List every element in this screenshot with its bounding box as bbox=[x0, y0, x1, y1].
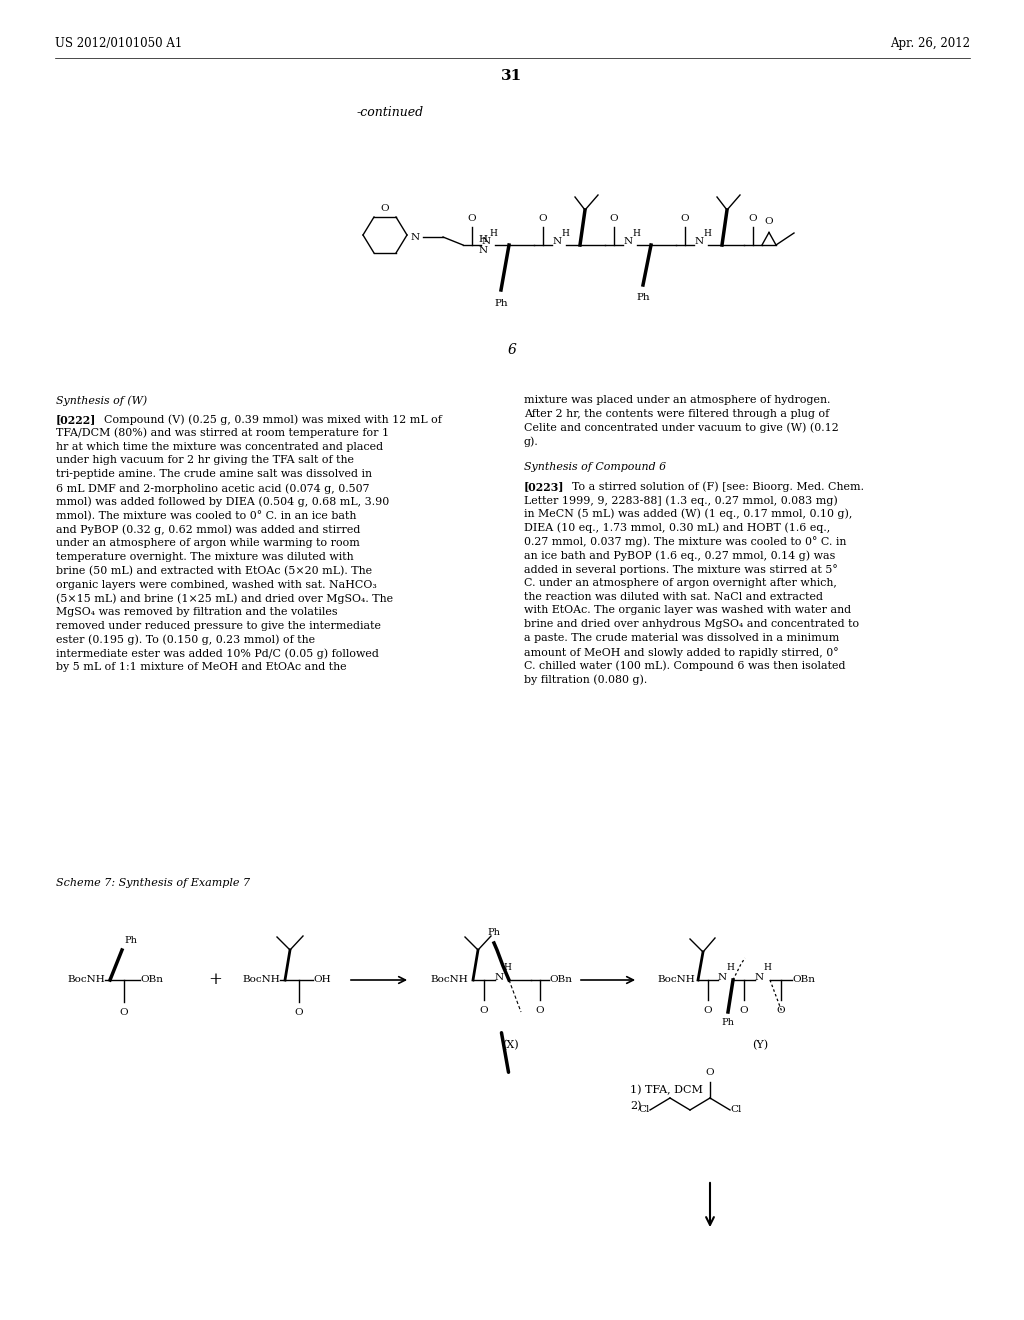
Text: 6 mL DMF and 2-morpholino acetic acid (0.074 g, 0.507: 6 mL DMF and 2-morpholino acetic acid (0… bbox=[56, 483, 370, 494]
Text: organic layers were combined, washed with sat. NaHCO₃: organic layers were combined, washed wit… bbox=[56, 579, 377, 590]
Text: N: N bbox=[482, 238, 492, 247]
Text: H: H bbox=[503, 962, 511, 972]
Text: (X): (X) bbox=[502, 1040, 518, 1051]
Text: BocNH: BocNH bbox=[657, 975, 695, 985]
Text: intermediate ester was added 10% Pd/C (0.05 g) followed: intermediate ester was added 10% Pd/C (0… bbox=[56, 648, 379, 659]
Text: To a stirred solution of (F) [see: Bioorg. Med. Chem.: To a stirred solution of (F) [see: Bioor… bbox=[572, 482, 864, 492]
Text: O: O bbox=[479, 1006, 488, 1015]
Text: N: N bbox=[755, 973, 764, 982]
Text: and PyBOP (0.32 g, 0.62 mmol) was added and stirred: and PyBOP (0.32 g, 0.62 mmol) was added … bbox=[56, 524, 360, 535]
Text: tri-peptide amine. The crude amine salt was dissolved in: tri-peptide amine. The crude amine salt … bbox=[56, 469, 372, 479]
Text: O: O bbox=[468, 214, 476, 223]
Text: US 2012/0101050 A1: US 2012/0101050 A1 bbox=[55, 37, 182, 49]
Text: MgSO₄ was removed by filtration and the volatiles: MgSO₄ was removed by filtration and the … bbox=[56, 607, 338, 618]
Text: +: + bbox=[208, 972, 222, 989]
Text: ester (0.195 g). To (0.150 g, 0.23 mmol) of the: ester (0.195 g). To (0.150 g, 0.23 mmol)… bbox=[56, 635, 315, 645]
Text: amount of MeOH and slowly added to rapidly stirred, 0°: amount of MeOH and slowly added to rapid… bbox=[524, 647, 839, 657]
Text: O: O bbox=[681, 214, 689, 223]
Text: mmol) was added followed by DIEA (0.504 g, 0.68 mL, 3.90: mmol) was added followed by DIEA (0.504 … bbox=[56, 496, 389, 507]
Text: H
N: H N bbox=[478, 235, 487, 255]
Text: 6: 6 bbox=[508, 343, 516, 356]
Text: an ice bath and PyBOP (1.6 eq., 0.27 mmol, 0.14 g) was: an ice bath and PyBOP (1.6 eq., 0.27 mmo… bbox=[524, 550, 836, 561]
Text: (5×15 mL) and brine (1×25 mL) and dried over MgSO₄. The: (5×15 mL) and brine (1×25 mL) and dried … bbox=[56, 594, 393, 605]
Text: C. chilled water (100 mL). Compound 6 was then isolated: C. chilled water (100 mL). Compound 6 wa… bbox=[524, 660, 846, 671]
Text: H: H bbox=[703, 228, 711, 238]
Text: OBn: OBn bbox=[549, 975, 572, 985]
Text: [0223]: [0223] bbox=[524, 482, 564, 492]
Text: Ph: Ph bbox=[124, 936, 137, 945]
Text: 0.27 mmol, 0.037 mg). The mixture was cooled to 0° C. in: 0.27 mmol, 0.037 mg). The mixture was co… bbox=[524, 536, 847, 548]
Text: BocNH: BocNH bbox=[68, 975, 105, 985]
Text: H: H bbox=[561, 228, 569, 238]
Text: O: O bbox=[609, 214, 618, 223]
Text: After 2 hr, the contents were filtered through a plug of: After 2 hr, the contents were filtered t… bbox=[524, 409, 829, 418]
Text: O: O bbox=[765, 218, 773, 227]
Text: brine and dried over anhydrous MgSO₄ and concentrated to: brine and dried over anhydrous MgSO₄ and… bbox=[524, 619, 859, 630]
Text: added in several portions. The mixture was stirred at 5°: added in several portions. The mixture w… bbox=[524, 564, 838, 576]
Text: C. under an atmosphere of argon overnight after which,: C. under an atmosphere of argon overnigh… bbox=[524, 578, 837, 587]
Text: (Y): (Y) bbox=[752, 1040, 768, 1051]
Text: OBn: OBn bbox=[792, 975, 815, 985]
Text: Celite and concentrated under vacuum to give (W) (0.12: Celite and concentrated under vacuum to … bbox=[524, 422, 839, 433]
Text: by 5 mL of 1:1 mixture of MeOH and EtOAc and the: by 5 mL of 1:1 mixture of MeOH and EtOAc… bbox=[56, 663, 347, 672]
Text: Compound (V) (0.25 g, 0.39 mmol) was mixed with 12 mL of: Compound (V) (0.25 g, 0.39 mmol) was mix… bbox=[104, 414, 442, 425]
Text: N: N bbox=[411, 232, 420, 242]
Text: Scheme 7: Synthesis of Example 7: Scheme 7: Synthesis of Example 7 bbox=[56, 878, 250, 888]
Text: Cl: Cl bbox=[639, 1106, 650, 1114]
Text: mmol). The mixture was cooled to 0° C. in an ice bath: mmol). The mixture was cooled to 0° C. i… bbox=[56, 511, 356, 521]
Text: the reaction was diluted with sat. NaCl and extracted: the reaction was diluted with sat. NaCl … bbox=[524, 591, 823, 602]
Text: Synthesis of Compound 6: Synthesis of Compound 6 bbox=[524, 462, 667, 473]
Text: BocNH: BocNH bbox=[243, 975, 280, 985]
Text: OBn: OBn bbox=[140, 975, 163, 985]
Text: 1) TFA, DCM: 1) TFA, DCM bbox=[630, 1085, 702, 1096]
Text: Apr. 26, 2012: Apr. 26, 2012 bbox=[890, 37, 970, 49]
Text: g).: g). bbox=[524, 437, 539, 447]
Text: BocNH: BocNH bbox=[430, 975, 468, 985]
Text: H: H bbox=[763, 962, 771, 972]
Text: in MeCN (5 mL) was added (W) (1 eq., 0.17 mmol, 0.10 g),: in MeCN (5 mL) was added (W) (1 eq., 0.1… bbox=[524, 508, 852, 519]
Text: by filtration (0.080 g).: by filtration (0.080 g). bbox=[524, 675, 647, 685]
Text: under high vacuum for 2 hr giving the TFA salt of the: under high vacuum for 2 hr giving the TF… bbox=[56, 455, 354, 466]
Text: O: O bbox=[739, 1006, 749, 1015]
Text: O: O bbox=[539, 214, 547, 223]
Text: N: N bbox=[718, 973, 727, 982]
Text: DIEA (10 eq., 1.73 mmol, 0.30 mL) and HOBT (1.6 eq.,: DIEA (10 eq., 1.73 mmol, 0.30 mL) and HO… bbox=[524, 523, 830, 533]
Text: with EtOAc. The organic layer was washed with water and: with EtOAc. The organic layer was washed… bbox=[524, 606, 851, 615]
Text: N: N bbox=[553, 238, 562, 247]
Text: -continued: -continued bbox=[356, 106, 424, 119]
Text: N: N bbox=[695, 238, 705, 247]
Text: Ph: Ph bbox=[495, 300, 508, 308]
Text: O: O bbox=[703, 1006, 713, 1015]
Text: H: H bbox=[489, 228, 497, 238]
Text: Ph: Ph bbox=[636, 293, 650, 302]
Text: hr at which time the mixture was concentrated and placed: hr at which time the mixture was concent… bbox=[56, 442, 383, 451]
Text: N: N bbox=[624, 238, 633, 247]
Text: N: N bbox=[495, 973, 504, 982]
Text: 2): 2) bbox=[630, 1101, 641, 1111]
Text: [0222]: [0222] bbox=[56, 414, 96, 425]
Text: Synthesis of (W): Synthesis of (W) bbox=[56, 395, 147, 405]
Text: TFA/DCM (80%) and was stirred at room temperature for 1: TFA/DCM (80%) and was stirred at room te… bbox=[56, 428, 389, 438]
Text: O: O bbox=[120, 1008, 128, 1016]
Text: brine (50 mL) and extracted with EtOAc (5×20 mL). The: brine (50 mL) and extracted with EtOAc (… bbox=[56, 566, 372, 576]
Text: H: H bbox=[632, 228, 640, 238]
Text: O: O bbox=[536, 1006, 545, 1015]
Text: O: O bbox=[706, 1068, 715, 1077]
Text: Ph: Ph bbox=[487, 928, 501, 937]
Text: Letter 1999, 9, 2283-88] (1.3 eq., 0.27 mmol, 0.083 mg): Letter 1999, 9, 2283-88] (1.3 eq., 0.27 … bbox=[524, 495, 838, 506]
Text: a paste. The crude material was dissolved in a minimum: a paste. The crude material was dissolve… bbox=[524, 634, 840, 643]
Text: OH: OH bbox=[313, 975, 331, 985]
Text: O: O bbox=[381, 205, 389, 213]
Text: H: H bbox=[726, 962, 734, 972]
Text: mixture was placed under an atmosphere of hydrogen.: mixture was placed under an atmosphere o… bbox=[524, 395, 830, 405]
Text: Cl: Cl bbox=[730, 1106, 741, 1114]
Text: O: O bbox=[776, 1006, 785, 1015]
Text: O: O bbox=[295, 1008, 303, 1016]
Text: O: O bbox=[749, 214, 758, 223]
Text: removed under reduced pressure to give the intermediate: removed under reduced pressure to give t… bbox=[56, 620, 381, 631]
Text: under an atmosphere of argon while warming to room: under an atmosphere of argon while warmi… bbox=[56, 539, 359, 548]
Text: 31: 31 bbox=[502, 69, 522, 83]
Text: Ph: Ph bbox=[722, 1018, 734, 1027]
Text: temperature overnight. The mixture was diluted with: temperature overnight. The mixture was d… bbox=[56, 552, 353, 562]
